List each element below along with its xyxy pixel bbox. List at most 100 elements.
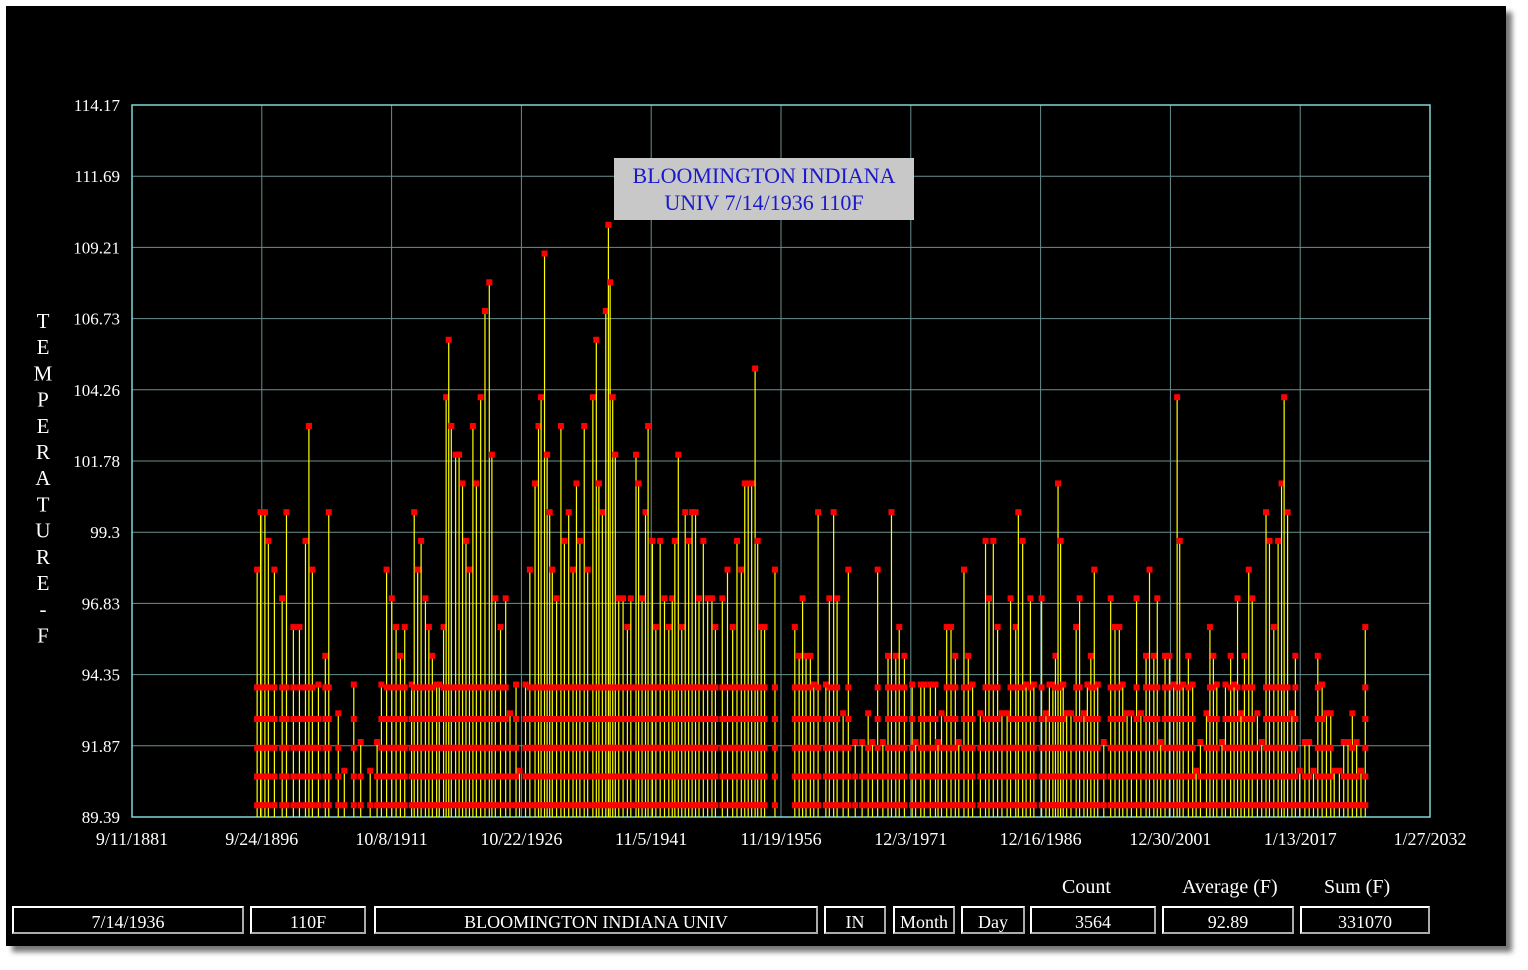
data-point bbox=[834, 595, 841, 602]
station-field[interactable]: BLOOMINGTON INDIANA UNIV bbox=[374, 906, 818, 934]
data-point bbox=[665, 773, 672, 780]
data-point bbox=[1203, 744, 1210, 751]
data-point bbox=[1060, 744, 1067, 751]
data-point bbox=[296, 716, 303, 723]
data-point bbox=[1296, 767, 1303, 774]
sum-field[interactable]: 331070 bbox=[1300, 906, 1430, 934]
data-point bbox=[1254, 773, 1261, 780]
data-point bbox=[283, 744, 290, 751]
data-point bbox=[418, 716, 425, 723]
data-point bbox=[1030, 802, 1037, 809]
data-point bbox=[570, 566, 577, 573]
data-point bbox=[969, 716, 976, 723]
data-point bbox=[469, 744, 476, 751]
data-point bbox=[803, 773, 810, 780]
data-point bbox=[642, 509, 649, 516]
data-point bbox=[1100, 802, 1107, 809]
data-point bbox=[477, 684, 484, 691]
data-point bbox=[456, 451, 463, 458]
data-point bbox=[1227, 716, 1234, 723]
data-point bbox=[388, 773, 395, 780]
data-point bbox=[271, 744, 278, 751]
data-point bbox=[1258, 802, 1265, 809]
data-point bbox=[633, 451, 640, 458]
data-point bbox=[1107, 595, 1114, 602]
data-point bbox=[565, 684, 572, 691]
data-point bbox=[561, 773, 568, 780]
data-point bbox=[595, 773, 602, 780]
data-point bbox=[1023, 802, 1030, 809]
data-point bbox=[411, 744, 418, 751]
data-point bbox=[1143, 744, 1150, 751]
data-point bbox=[418, 684, 425, 691]
data-point bbox=[436, 802, 443, 809]
data-point bbox=[948, 716, 955, 723]
data-point bbox=[302, 716, 309, 723]
data-point bbox=[1073, 716, 1080, 723]
data-point bbox=[741, 684, 748, 691]
data-point bbox=[733, 744, 740, 751]
day-field[interactable]: Day bbox=[961, 906, 1025, 934]
data-point bbox=[393, 802, 400, 809]
data-point bbox=[977, 773, 984, 780]
data-point bbox=[1107, 716, 1114, 723]
data-point bbox=[1284, 509, 1291, 516]
data-point bbox=[952, 652, 959, 659]
data-point bbox=[1030, 716, 1037, 723]
data-point bbox=[960, 802, 967, 809]
data-point bbox=[826, 773, 833, 780]
data-point bbox=[661, 773, 668, 780]
data-point bbox=[526, 684, 533, 691]
data-point bbox=[1084, 744, 1091, 751]
state-field[interactable]: IN bbox=[824, 906, 886, 934]
data-point bbox=[477, 802, 484, 809]
data-point bbox=[1067, 773, 1074, 780]
data-point bbox=[1174, 394, 1181, 401]
data-point bbox=[1137, 744, 1144, 751]
data-point bbox=[708, 716, 715, 723]
data-point bbox=[302, 537, 309, 544]
data-point bbox=[1281, 773, 1288, 780]
data-point bbox=[943, 744, 950, 751]
month-field[interactable]: Month bbox=[893, 906, 955, 934]
data-point bbox=[771, 566, 778, 573]
data-point bbox=[452, 451, 459, 458]
data-point bbox=[696, 744, 703, 751]
data-point bbox=[290, 716, 297, 723]
data-point bbox=[1362, 716, 1369, 723]
average-header: Average (F) bbox=[1182, 876, 1278, 898]
data-point bbox=[1004, 802, 1011, 809]
data-point bbox=[803, 684, 810, 691]
data-point bbox=[1019, 802, 1026, 809]
date-field[interactable]: 7/14/1936 bbox=[12, 906, 244, 934]
y-tick-label: 89.39 bbox=[82, 808, 120, 827]
data-point bbox=[834, 802, 841, 809]
data-point bbox=[840, 710, 847, 717]
average-field[interactable]: 92.89 bbox=[1162, 906, 1294, 934]
data-point bbox=[532, 684, 539, 691]
data-point bbox=[576, 802, 583, 809]
data-point bbox=[283, 509, 290, 516]
data-point bbox=[469, 716, 476, 723]
data-point bbox=[1166, 716, 1173, 723]
data-point bbox=[1234, 744, 1241, 751]
count-field[interactable]: 3564 bbox=[1030, 906, 1156, 934]
data-point bbox=[522, 716, 529, 723]
data-point bbox=[927, 744, 934, 751]
data-point bbox=[990, 773, 997, 780]
data-point bbox=[565, 773, 572, 780]
data-point bbox=[1362, 744, 1369, 751]
data-point bbox=[834, 716, 841, 723]
data-point bbox=[401, 624, 408, 631]
data-point bbox=[549, 716, 556, 723]
data-point bbox=[448, 802, 455, 809]
data-point bbox=[477, 394, 484, 401]
data-point bbox=[612, 684, 619, 691]
data-point bbox=[1023, 681, 1030, 688]
data-point bbox=[675, 716, 682, 723]
temperature-field[interactable]: 110F bbox=[250, 906, 366, 934]
data-point bbox=[445, 336, 452, 343]
data-point bbox=[607, 279, 614, 286]
data-point bbox=[1091, 566, 1098, 573]
data-point bbox=[1087, 802, 1094, 809]
